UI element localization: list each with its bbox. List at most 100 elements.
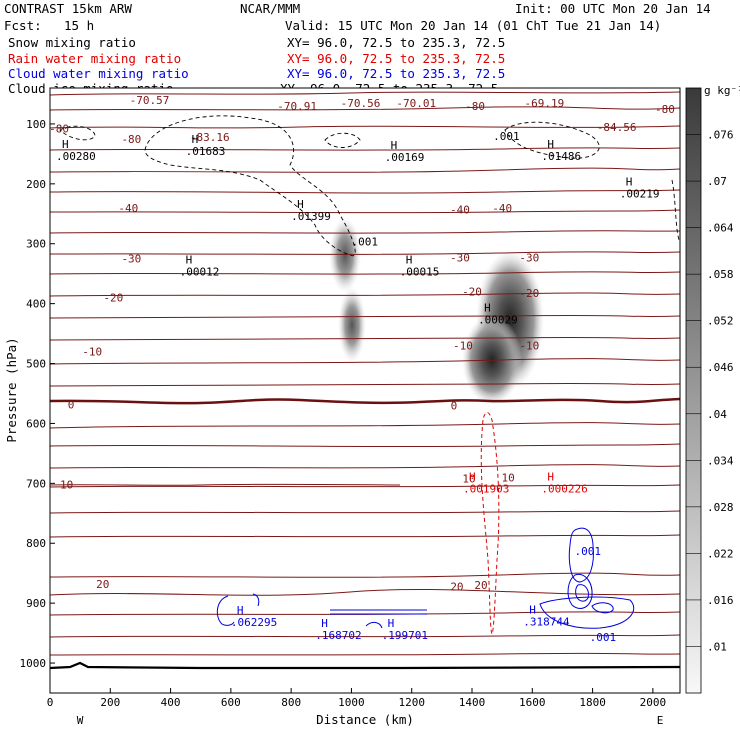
max-value-label: .001903 — [463, 482, 509, 495]
y-tick-label: 300 — [26, 238, 46, 251]
cloud-ice-contours — [59, 115, 680, 257]
y-tick-label: 100 — [26, 118, 46, 131]
isotherm-label: -40 — [118, 202, 138, 215]
x-axis-title: Distance (km) — [316, 712, 414, 727]
colorbar-tick-label: .058 — [707, 268, 734, 281]
isotherm-label: -10 — [82, 346, 102, 359]
max-marker-h: H — [192, 133, 199, 146]
field-rain-xy: XY= 96.0, 72.5 to 235.3, 72.5 — [287, 51, 505, 66]
forecast-hour: 15 h — [64, 18, 94, 33]
y-tick-label: 700 — [26, 477, 46, 490]
max-value-label: .01399 — [291, 210, 331, 223]
isotherm-label: 20 — [450, 580, 463, 593]
isotherm-label: 10 — [60, 479, 73, 492]
init-time: Init: 00 UTC Mon 20 Jan 14 — [515, 1, 711, 16]
colorbar-tick-label: .01 — [707, 640, 727, 653]
field-snow-name: Snow mixing ratio — [8, 35, 136, 50]
model-title: CONTRAST 15km ARW — [4, 1, 132, 16]
isotherm-label: -20 — [462, 286, 482, 299]
isotherm-label: 20 — [96, 578, 109, 591]
isotherm-label: -30 — [450, 252, 470, 265]
isotherm-label: -83.16 — [190, 131, 230, 144]
max-value-label: .001 — [351, 236, 378, 249]
isotherm-label: -40 — [450, 204, 470, 217]
y-tick-label: 400 — [26, 298, 46, 311]
field-snow-xy: XY= 96.0, 72.5 to 235.3, 72.5 — [287, 35, 505, 50]
colorbar-unit: g kg⁻¹ — [704, 84, 740, 97]
colorbar-tick-label: .052 — [707, 315, 734, 328]
isotherm-label: -70.57 — [130, 94, 170, 107]
y-tick-label: 200 — [26, 178, 46, 191]
max-value-label: .001 — [493, 130, 520, 143]
colorbar-tick-label: .034 — [707, 454, 734, 467]
isotherm-label: -70.01 — [396, 97, 436, 110]
isotherm-label: -30 — [519, 252, 539, 265]
max-marker-h: H — [62, 138, 69, 151]
y-tick-label: 600 — [26, 417, 46, 430]
max-marker-h: H — [529, 603, 536, 616]
colorbar — [685, 87, 702, 694]
isotherm-label: -20 — [103, 292, 123, 305]
x-axis: 0 200 400 600 800 1000 1200 1400 1600 1800 2000 — [47, 688, 666, 709]
y-axis: 100 200 300 400 500 600 700 800 900 1000 — [20, 118, 55, 670]
max-value-label: .00012 — [180, 266, 220, 279]
max-value-label: .00169 — [385, 151, 425, 164]
west-label: W — [77, 714, 84, 727]
east-label: E — [657, 714, 664, 727]
isotherm-label: 0 — [68, 398, 75, 411]
max-value-label: .000226 — [541, 482, 587, 495]
max-marker-h: H — [406, 254, 413, 267]
isotherm-label: 0 — [451, 399, 458, 412]
isotherm-label: -20 — [519, 287, 539, 300]
x-tick-label: 400 — [161, 696, 181, 709]
agency-label: NCAR/MMM — [240, 1, 300, 16]
x-tick-label: 1600 — [519, 696, 546, 709]
y-tick-label: 900 — [26, 597, 46, 610]
max-value-label: .00015 — [400, 266, 440, 279]
isotherm-labels: -80 -70.57 -80 -83.16 -70.91 -70.56 -70.01 -80 -… — [49, 94, 675, 593]
max-value-label: .01486 — [541, 150, 581, 163]
rain-water-contours — [480, 412, 500, 636]
x-tick-label: 1000 — [338, 696, 365, 709]
x-tick-label: 1800 — [579, 696, 606, 709]
isotherm-label: 20 — [474, 579, 487, 592]
isotherm-label: -80 — [49, 123, 69, 136]
isotherm-label: -30 — [121, 253, 141, 266]
field-cloudwater-name: Cloud water mixing ratio — [8, 66, 189, 81]
isotherms — [50, 91, 680, 656]
y-tick-label: 1000 — [20, 657, 47, 670]
max-marker-h: H — [391, 139, 398, 152]
forecast-label: Fcst: — [4, 18, 42, 33]
x-tick-label: 0 — [47, 696, 54, 709]
x-tick-label: 800 — [281, 696, 301, 709]
max-marker-h: H — [547, 470, 554, 483]
x-tick-label: 1400 — [459, 696, 486, 709]
surface-line — [49, 661, 681, 670]
zero-isotherm — [50, 397, 680, 405]
max-marker-h: H — [321, 617, 328, 630]
field-cloudwater-xy: XY= 96.0, 72.5 to 235.3, 72.5 — [287, 66, 505, 81]
isotherm-label: 10 — [462, 473, 475, 486]
max-value-label: .318744 — [523, 615, 570, 628]
field-rain-name: Rain water mixing ratio — [8, 51, 181, 66]
valid-time: Valid: 15 UTC Mon 20 Jan 14 (01 ChT Tue … — [285, 18, 661, 33]
colorbar-ticks: .01 .016 .022 .028 .034 .04 .046 .052 .058 .064 .0… — [686, 129, 734, 653]
isotherm-label: -84.56 — [597, 121, 637, 134]
max-marker-h: H — [388, 617, 395, 630]
isotherm-label: -10 — [519, 340, 539, 353]
max-value-label: .001 — [590, 631, 617, 644]
x-tick-label: 2000 — [640, 696, 667, 709]
y-axis-title: Pressure (hPa) — [4, 337, 19, 442]
colorbar-tick-label: .022 — [707, 547, 734, 560]
x-tick-label: 200 — [100, 696, 120, 709]
colorbar-tick-label: .076 — [707, 129, 734, 142]
max-value-label: .00219 — [620, 188, 660, 201]
isotherm-label: -80 — [121, 133, 141, 146]
max-marker-h: H — [626, 176, 633, 189]
max-marker-h: H — [237, 604, 244, 617]
isotherm-label: -80 — [655, 103, 675, 116]
max-marker-h: H — [469, 470, 476, 483]
isotherm-label: -69.19 — [524, 97, 564, 110]
